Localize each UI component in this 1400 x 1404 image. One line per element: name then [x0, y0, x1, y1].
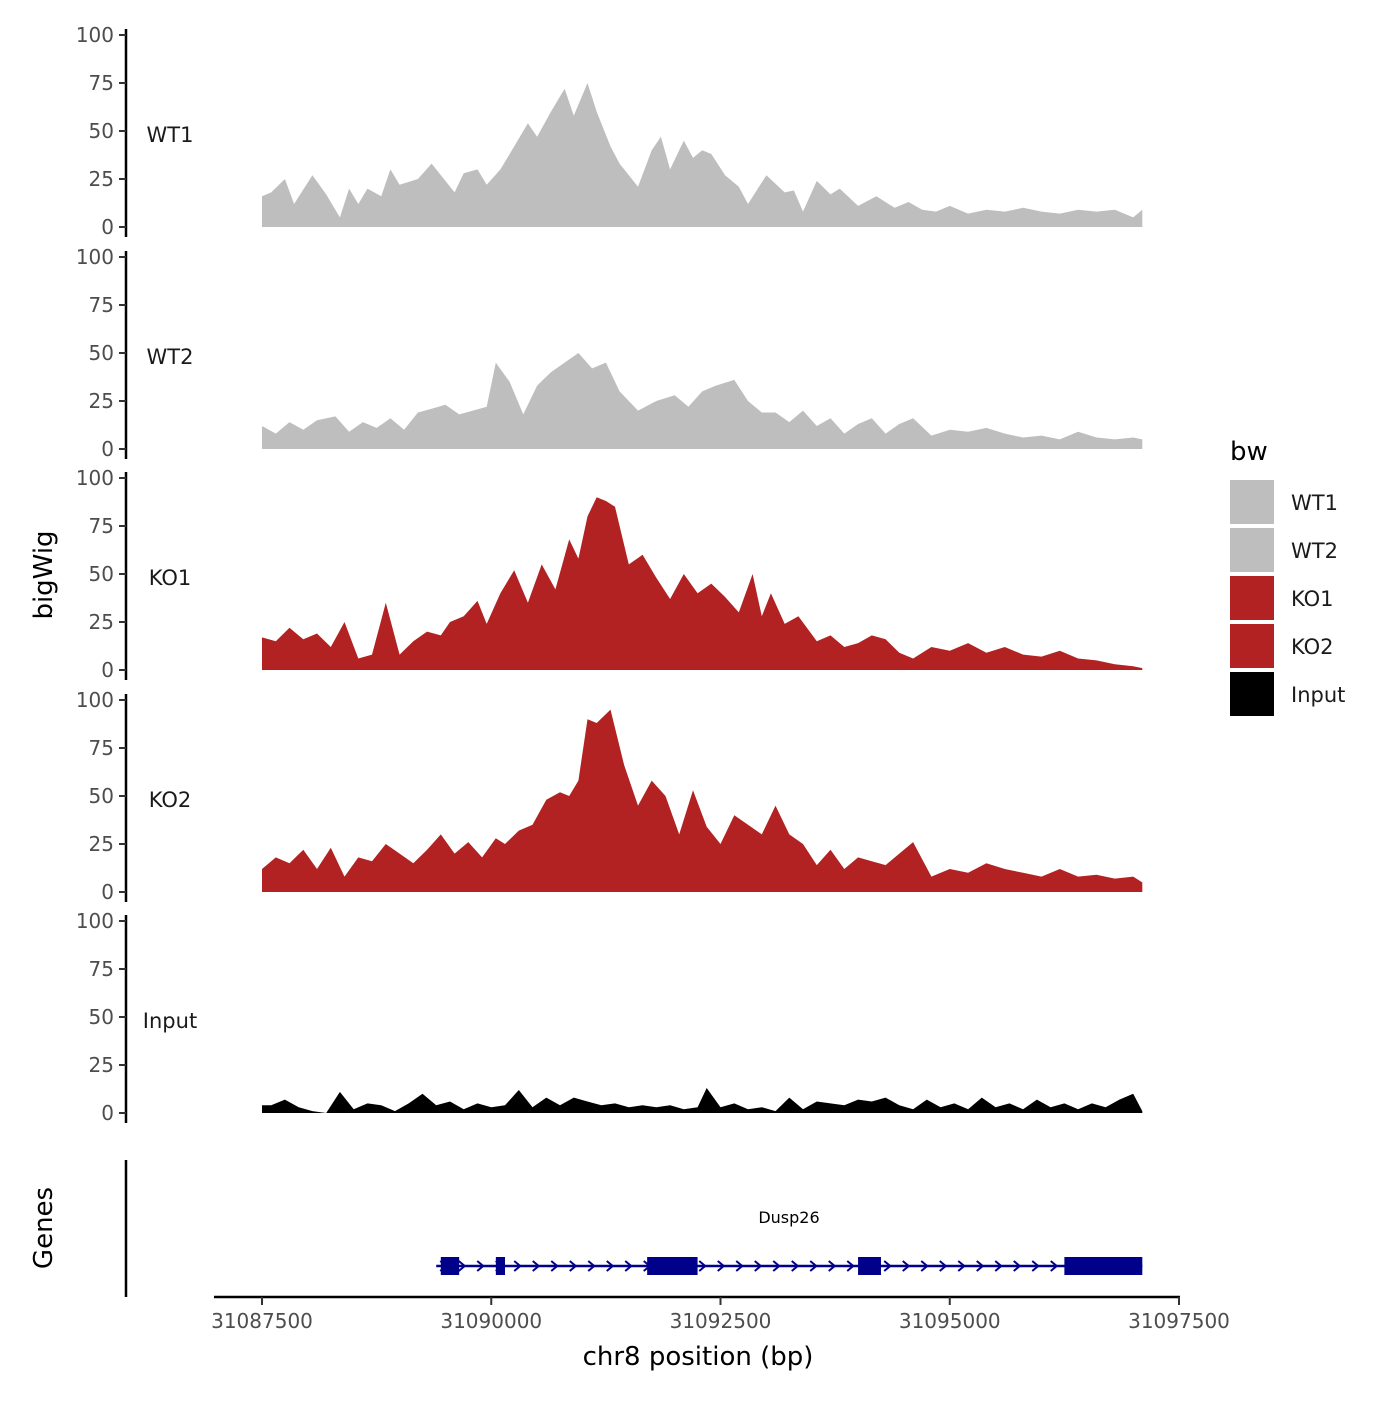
track-label: WT2: [147, 345, 194, 369]
track-wt2: 0 25 50 75 100 WT2: [76, 245, 1143, 461]
track-label: KO1: [149, 566, 192, 590]
x-tick-label: 31087500: [211, 1309, 313, 1333]
strand-arrow: [828, 1260, 837, 1272]
x-tick-label: 31090000: [440, 1309, 542, 1333]
track-label: Input: [143, 1009, 197, 1033]
legend-title: bw: [1230, 437, 1268, 467]
track-ko1: 0 25 50 75 100 KO1: [76, 466, 1143, 682]
y-tick-label: 50: [89, 784, 114, 808]
y-tick-label: 100: [76, 23, 114, 47]
strand-arrow: [550, 1260, 559, 1272]
track-label: KO2: [149, 788, 192, 812]
strand-arrow: [846, 1260, 855, 1272]
y-tick-label: 0: [101, 1101, 114, 1125]
strand-arrow: [532, 1260, 541, 1272]
strand-arrow: [698, 1260, 707, 1272]
x-axis: 31087500 31090000 31092500 31095000 31097500: [211, 1295, 1230, 1333]
track-wt1: 0 25 50 75 100 WT1: [76, 23, 1143, 239]
y-tick-label: 75: [89, 514, 114, 538]
y-tick-label: 0: [101, 437, 114, 461]
legend-label: Input: [1291, 683, 1345, 707]
gene-exon: [495, 1257, 506, 1275]
y-tick-label: 50: [89, 119, 114, 143]
x-tick-label: 31097500: [1128, 1309, 1230, 1333]
y-tick-label: 25: [89, 389, 114, 413]
gene-exon: [647, 1257, 698, 1275]
strand-arrow: [587, 1260, 596, 1272]
track-label: WT1: [147, 123, 194, 147]
y-tick-label: 0: [101, 215, 114, 239]
strand-arrow: [513, 1260, 522, 1272]
y-tick-label: 75: [89, 71, 114, 95]
legend-swatch: [1230, 672, 1274, 716]
y-tick-label: 50: [89, 1005, 114, 1029]
y-tick-label: 25: [89, 1053, 114, 1077]
strand-arrow: [1050, 1260, 1059, 1272]
strand-arrow: [791, 1260, 800, 1272]
x-tick-label: 31095000: [899, 1309, 1001, 1333]
y-tick-label: 0: [101, 658, 114, 682]
gene-label: Dusp26: [758, 1208, 819, 1227]
y-tick-label: 100: [76, 688, 114, 712]
legend-swatch: [1230, 624, 1274, 668]
gene-dusp26: Dusp26: [436, 1208, 1143, 1275]
strand-arrow: [754, 1260, 763, 1272]
coverage-area: [262, 497, 1143, 670]
strand-arrow: [809, 1260, 818, 1272]
x-tick-label: 31092500: [670, 1309, 772, 1333]
coverage-area: [262, 1088, 1143, 1113]
legend-label: KO1: [1291, 587, 1334, 611]
track-ko2: 0 25 50 75 100 KO2: [76, 688, 1143, 904]
legend-swatch: [1230, 480, 1274, 524]
y-tick-label: 0: [101, 880, 114, 904]
strand-arrow: [939, 1260, 948, 1272]
strand-arrow: [624, 1260, 633, 1272]
legend-label: KO2: [1291, 635, 1334, 659]
gene-panel: Dusp26: [124, 1160, 1143, 1297]
strand-arrow: [902, 1260, 911, 1272]
strand-arrow: [569, 1260, 578, 1272]
legend: bw WT1 WT2 KO1 KO2 Input: [1230, 437, 1345, 716]
y-tick-label: 100: [76, 466, 114, 490]
legend-swatch: [1230, 528, 1274, 572]
strand-arrow: [994, 1260, 1003, 1272]
strand-arrow: [957, 1260, 966, 1272]
coverage-area: [262, 83, 1143, 227]
strand-arrow: [1013, 1260, 1022, 1272]
strand-arrow: [735, 1260, 744, 1272]
y-tick-label: 75: [89, 957, 114, 981]
strand-arrow: [1031, 1260, 1040, 1272]
y-tick-label: 75: [89, 736, 114, 760]
legend-label: WT2: [1291, 539, 1338, 563]
x-axis-title: chr8 position (bp): [583, 1342, 814, 1372]
y-tick-label: 25: [89, 832, 114, 856]
strand-arrow: [717, 1260, 726, 1272]
y-tick-label: 50: [89, 341, 114, 365]
strand-arrow: [458, 1260, 467, 1272]
y-tick-label: 100: [76, 245, 114, 269]
y-axis-title: bigWig: [29, 530, 59, 619]
strand-arrow: [976, 1260, 985, 1272]
gene-exon: [440, 1257, 460, 1275]
gene-exon: [858, 1257, 881, 1275]
strand-arrow: [920, 1260, 929, 1272]
y-tick-label: 25: [89, 610, 114, 634]
gene-exon: [1064, 1257, 1143, 1275]
coverage-area: [262, 353, 1143, 449]
y-tick-label: 100: [76, 909, 114, 933]
genes-axis-title: Genes: [29, 1187, 59, 1269]
coverage-area: [262, 709, 1143, 892]
strand-arrow: [476, 1260, 485, 1272]
legend-label: WT1: [1291, 491, 1338, 515]
coverage-tracks: 0255075100WT10255075100WT20255075100KO10…: [76, 23, 1143, 1125]
strand-arrow: [606, 1260, 615, 1272]
y-tick-label: 50: [89, 562, 114, 586]
legend-swatch: [1230, 576, 1274, 620]
track-input: 0 25 50 75 100 Input: [76, 909, 1143, 1125]
y-tick-label: 25: [89, 167, 114, 191]
strand-arrow: [772, 1260, 781, 1272]
y-tick-label: 75: [89, 293, 114, 317]
strand-arrow: [883, 1260, 892, 1272]
